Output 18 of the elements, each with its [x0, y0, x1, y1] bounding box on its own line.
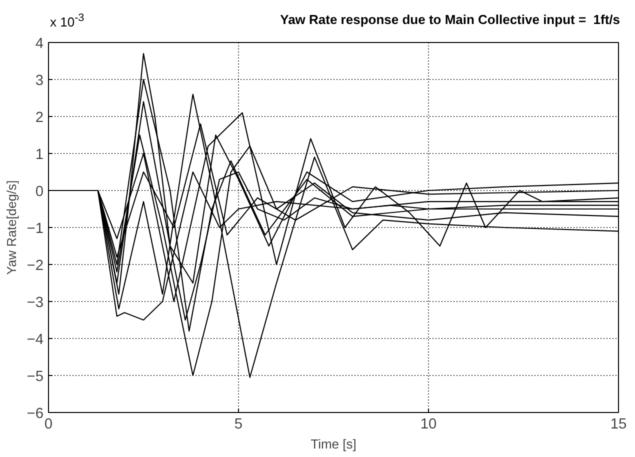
- x-tick-label: 5: [234, 416, 243, 432]
- y-tick-label: 4: [35, 36, 44, 52]
- x-tick-label: 10: [420, 416, 437, 432]
- y-tick-label: 0: [35, 184, 44, 200]
- y-tick-label: −4: [26, 332, 44, 348]
- y-tick-label: −3: [26, 295, 44, 311]
- y-tick-label: 1: [35, 147, 44, 163]
- y-axis-title: Yaw Rate[deg/s]: [4, 180, 19, 275]
- chart-title: Yaw Rate response due to Main Collective input = 1ft/s: [280, 11, 620, 29]
- x-tick-label: 15: [610, 416, 627, 432]
- y-tick-label: −2: [26, 258, 44, 274]
- text: x 10$^{-3}$: [50, 11, 84, 32]
- y-tick-label: −6: [26, 406, 44, 422]
- y-tick-label: 2: [35, 110, 44, 126]
- y-tick-label: −1: [26, 221, 44, 237]
- y-tick-label: −5: [26, 369, 44, 385]
- y-tick-label: 3: [35, 73, 44, 89]
- x-axis-title: Time [s]: [310, 436, 356, 452]
